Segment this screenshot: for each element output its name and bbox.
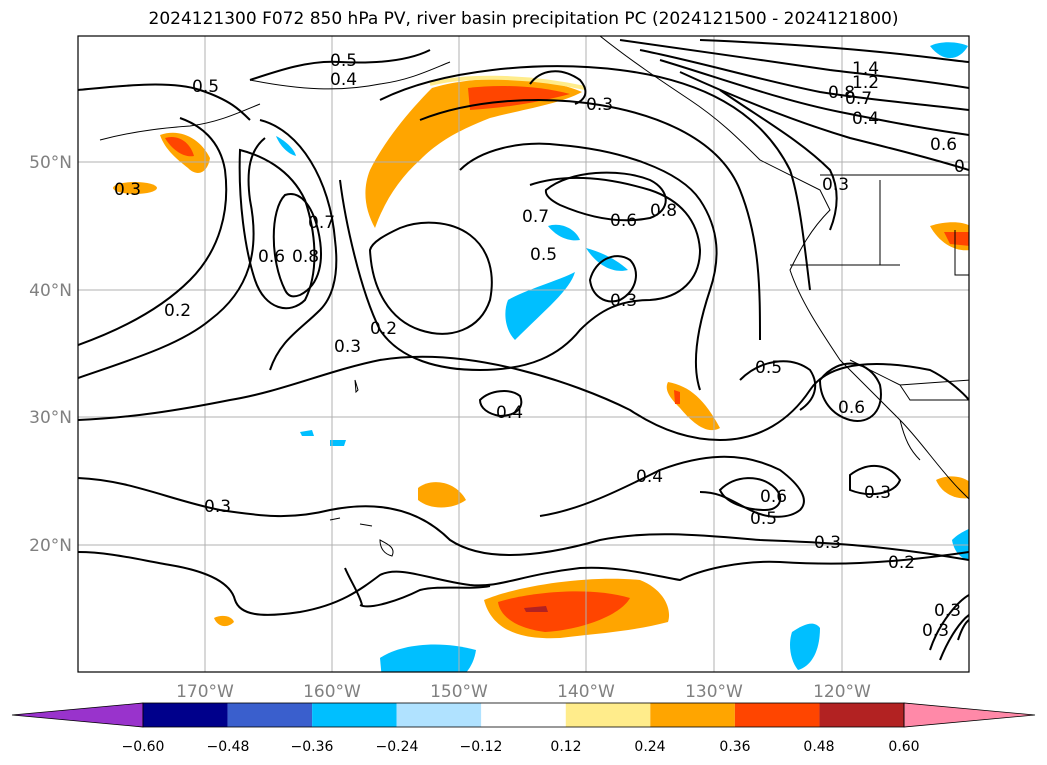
colorbar: −0.60 −0.48 −0.36 −0.24 −0.12 0.12 0.24 … xyxy=(11,702,1036,755)
contour-label: 0.2 xyxy=(164,301,191,321)
contour-label: 0.7 xyxy=(522,207,549,227)
contour-label: 0.6 xyxy=(610,211,637,231)
lon-label: 160°W xyxy=(303,682,361,702)
contour-label: 0.4 xyxy=(636,467,663,487)
contour-label: 0.4 xyxy=(330,70,357,90)
colorbar-tick-label: 0.24 xyxy=(634,739,665,755)
lon-label: 150°W xyxy=(430,682,488,702)
colorbar-tick-label: 0.36 xyxy=(719,739,750,755)
contour-label: 0.6 xyxy=(930,135,957,155)
contour-label: 0.5 xyxy=(192,77,219,97)
lat-label: 20°N xyxy=(29,536,72,556)
map-frame xyxy=(77,35,970,673)
colorbar-cell xyxy=(312,703,397,727)
contour-label: 0.8 xyxy=(828,83,855,103)
lon-axis: 170°W 160°W 150°W 140°W 130°W 120°W xyxy=(176,682,871,702)
colorbar-tick-label: −0.24 xyxy=(376,739,419,755)
colorbar-cell xyxy=(734,703,820,727)
colorbar-tick-label: 0.12 xyxy=(550,739,581,755)
contour-label: 0.3 xyxy=(922,621,949,641)
contour-label: 0.8 xyxy=(292,247,319,267)
contour-label: 0.5 xyxy=(750,509,777,529)
contour-label: 0.3 xyxy=(334,337,361,357)
contour-label: 0.3 xyxy=(864,483,891,503)
colorbar-tick-label: −0.12 xyxy=(460,739,503,755)
contour-label: 0.3 xyxy=(610,291,637,311)
lat-label: 50°N xyxy=(29,153,72,173)
contour-label: 1.2 xyxy=(852,73,879,93)
contour-label: 1.4 xyxy=(852,59,879,79)
pv-contours xyxy=(78,39,969,661)
contour-label: 0.3 xyxy=(114,180,141,200)
colorbar-tick-label: −0.48 xyxy=(207,739,250,755)
contour-label: 0 xyxy=(954,157,965,177)
contour-label: 0.2 xyxy=(888,553,915,573)
colorbar-tick-label: 0.48 xyxy=(803,739,834,755)
contour-label: 0.2 xyxy=(370,319,397,339)
lat-axis: 50°N 40°N 30°N 20°N xyxy=(29,153,72,556)
lon-label: 140°W xyxy=(557,682,615,702)
map-background xyxy=(78,36,969,672)
colorbar-tick-label: 0.60 xyxy=(888,739,919,755)
contour-label: 0.6 xyxy=(838,398,865,418)
colorbar-labels: −0.60 −0.48 −0.36 −0.24 −0.12 0.12 0.24 … xyxy=(122,739,920,755)
colorbar-cell xyxy=(819,703,904,727)
contour-label: 0.5 xyxy=(530,245,557,265)
lat-label: 30°N xyxy=(29,408,72,428)
contour-label: 0.3 xyxy=(586,95,613,115)
contour-label: 0.3 xyxy=(204,497,231,517)
colorbar-extend-high xyxy=(903,702,1036,728)
colorbar-cell xyxy=(143,703,228,727)
colorbar-cell xyxy=(565,703,651,727)
contour-label: 0.8 xyxy=(650,201,677,221)
contour-label-group: 0.5 0.4 0.5 0.3 1.4 1.2 0.8 0.7 0.4 0.6 … xyxy=(114,51,965,641)
contour-label: 0.5 xyxy=(330,51,357,71)
contour-label: 0.7 xyxy=(308,213,335,233)
colorbar-cell xyxy=(650,703,735,727)
contour-label: 0.4 xyxy=(852,109,879,129)
contour-label: 0.3 xyxy=(934,601,961,621)
contour-label: 0.3 xyxy=(822,175,849,195)
contour-label: 0.6 xyxy=(760,487,787,507)
colorbar-tick-label: −0.36 xyxy=(291,739,334,755)
colorbar-frame xyxy=(142,702,905,728)
contour-label: 0.6 xyxy=(258,247,285,267)
colorbar-cells xyxy=(11,702,1036,728)
contour-label: 0.3 xyxy=(814,533,841,553)
colorbar-cell xyxy=(227,703,313,727)
lon-label: 120°W xyxy=(813,682,871,702)
colorbar-cell xyxy=(481,703,566,727)
colorbar-cell xyxy=(396,703,482,727)
contour-label: 0.7 xyxy=(845,89,872,109)
colorbar-tick-label: −0.60 xyxy=(122,739,165,755)
colorbar-extend-low xyxy=(11,702,144,728)
contour-label: 0.5 xyxy=(755,358,782,378)
lon-label: 170°W xyxy=(176,682,234,702)
map-title: 2024121300 F072 850 hPa PV, river basin … xyxy=(148,9,899,29)
contour-label: 0.4 xyxy=(496,403,523,423)
lat-label: 40°N xyxy=(29,281,72,301)
lon-label: 130°W xyxy=(685,682,743,702)
precip-shading xyxy=(113,42,969,672)
